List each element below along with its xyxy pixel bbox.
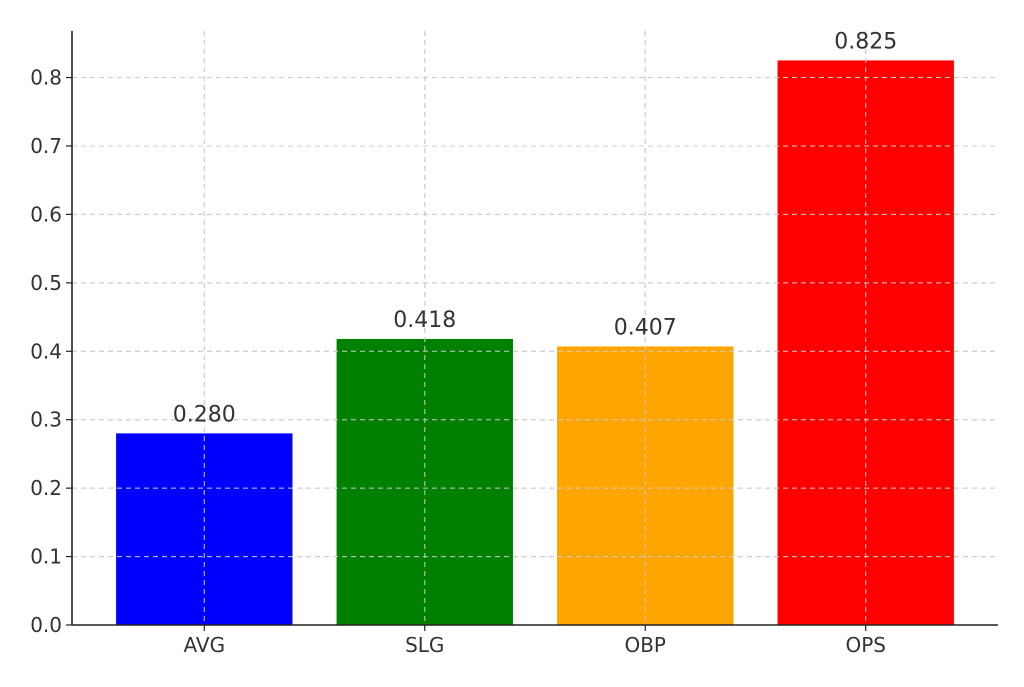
labels-layer: 0.0 0.1 0.2 0.3 0.4 0.5 0.6 0.7 0.8 AVG SLG OBP OPS 0… <box>30 29 897 657</box>
y-tick-label: 0.7 <box>30 134 62 158</box>
axes-layer <box>66 31 998 631</box>
y-tick-label: 0.0 <box>30 613 62 637</box>
y-tick-label: 0.2 <box>30 476 62 500</box>
y-tick-label: 0.8 <box>30 66 62 90</box>
y-tick-label: 0.1 <box>30 545 62 569</box>
bars-layer <box>72 31 998 625</box>
x-tick-label-obp: OBP <box>624 633 666 657</box>
y-tick-label: 0.5 <box>30 271 62 295</box>
x-tick-label-slg: SLG <box>405 633 444 657</box>
y-tick-label: 0.6 <box>30 202 62 226</box>
x-tick-label-avg: AVG <box>183 633 225 657</box>
bar-ops <box>777 60 954 625</box>
data-label-ops: 0.825 <box>834 29 897 54</box>
data-label-avg: 0.280 <box>173 402 236 427</box>
y-tick-label: 0.3 <box>30 408 62 432</box>
x-tick-label-ops: OPS <box>845 633 886 657</box>
y-tick-label: 0.4 <box>30 339 62 363</box>
data-label-slg: 0.418 <box>393 308 456 333</box>
data-label-obp: 0.407 <box>614 315 677 340</box>
